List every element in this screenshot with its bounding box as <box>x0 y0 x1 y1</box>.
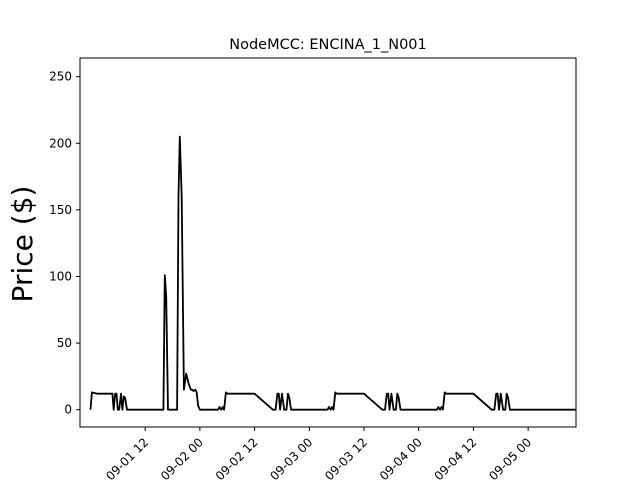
y-axis-ticks: 0 50 100 150 200 250 <box>49 70 80 417</box>
y-axis-label: Price ($) <box>6 186 39 303</box>
y-tick-label: 100 <box>49 269 72 283</box>
y-tick-label: 250 <box>49 70 72 84</box>
chart-title: NodeMCC: ENCINA_1_N001 <box>229 37 427 53</box>
y-tick-label: 50 <box>57 336 72 350</box>
y-tick-label: 0 <box>64 403 72 417</box>
y-tick-label: 200 <box>49 136 72 150</box>
plot-frame <box>79 57 577 428</box>
price-series-line <box>89 135 576 411</box>
y-tick-label: 150 <box>49 203 72 217</box>
